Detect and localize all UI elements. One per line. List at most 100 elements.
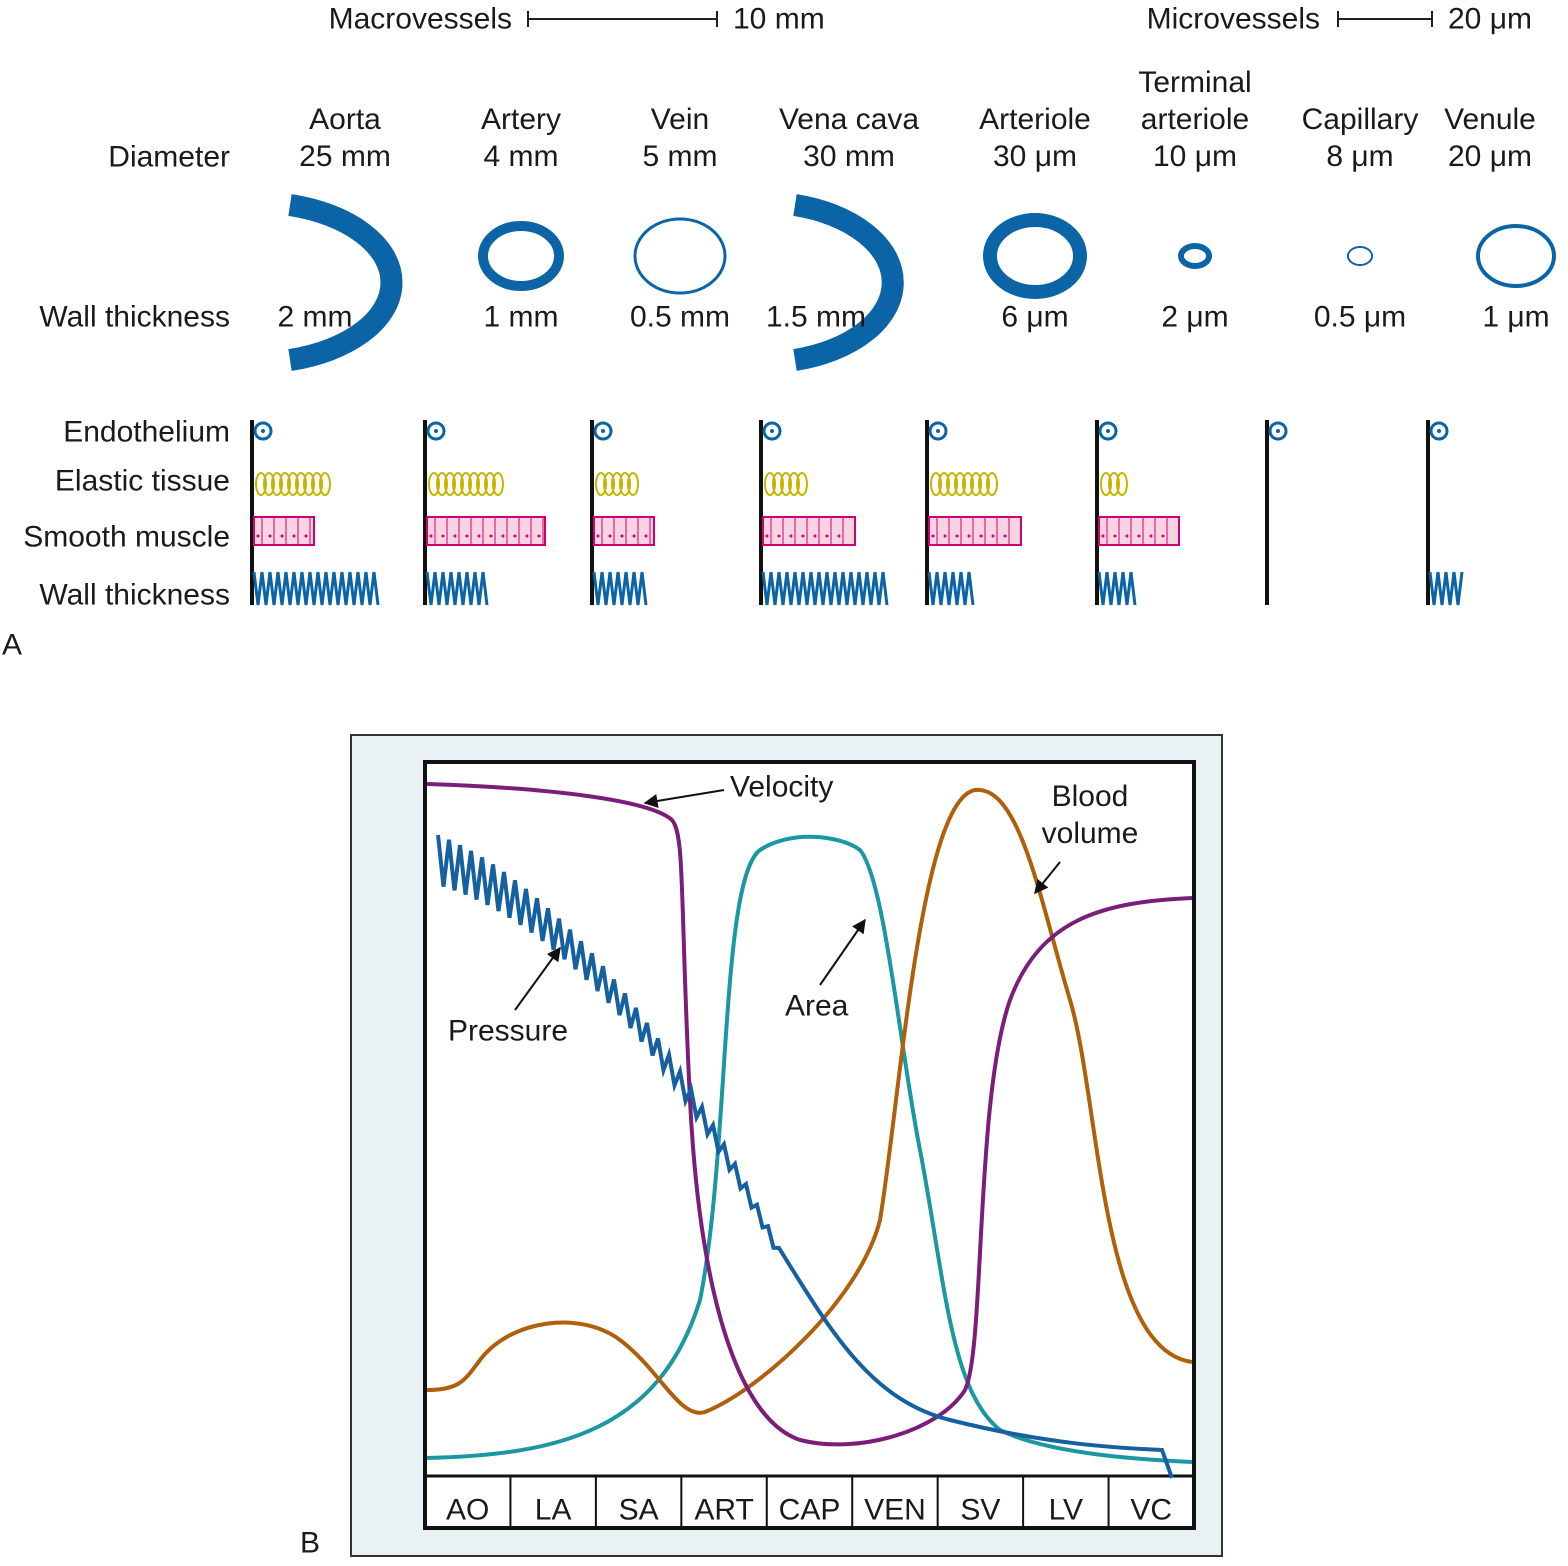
segment-label: AO bbox=[446, 1493, 490, 1527]
elastic-coil bbox=[484, 472, 496, 496]
wall-zigzag bbox=[592, 571, 648, 606]
annotation-arrows bbox=[514, 789, 1061, 1011]
endothelium-nucleus bbox=[770, 429, 774, 433]
muscle-nucleus bbox=[837, 534, 841, 538]
endothelium-nucleus bbox=[1276, 429, 1280, 433]
smooth-muscle bbox=[253, 516, 315, 546]
elastic-coil bbox=[287, 472, 299, 496]
elastic-coil bbox=[436, 472, 448, 496]
vessel-diameter: 8 μm bbox=[1326, 140, 1394, 173]
muscle-nucleus bbox=[525, 534, 529, 538]
elastic-coil bbox=[954, 472, 966, 496]
endothelium bbox=[426, 421, 446, 441]
blood-volume-curve bbox=[426, 787, 1193, 1415]
muscle-nucleus bbox=[801, 534, 805, 538]
elastic-coil bbox=[1108, 472, 1120, 496]
elastic-coil bbox=[619, 472, 631, 496]
endothelium bbox=[1429, 421, 1449, 441]
muscle-nucleus bbox=[280, 534, 284, 538]
vessel-diameter: 25 mm bbox=[299, 140, 391, 173]
smooth-muscle bbox=[1098, 516, 1180, 546]
elastic-coil bbox=[938, 472, 950, 496]
elastic-coil bbox=[444, 472, 456, 496]
muscle-nucleus bbox=[620, 534, 624, 538]
scale-length: 10 mm bbox=[733, 2, 825, 36]
vessel-name: Artery bbox=[480, 103, 561, 136]
elastic-coil bbox=[627, 472, 639, 496]
elastic-coil bbox=[930, 472, 942, 496]
segment-label: SV bbox=[960, 1493, 1001, 1527]
segment-label: SA bbox=[618, 1493, 659, 1527]
muscle-nucleus bbox=[825, 534, 829, 538]
endothelium-nucleus bbox=[261, 429, 265, 433]
muscle-nucleus bbox=[1137, 534, 1141, 538]
panel-label: A bbox=[2, 628, 23, 662]
elastic-coil bbox=[788, 472, 800, 496]
muscle-nucleus bbox=[979, 534, 983, 538]
muscle-nucleus bbox=[765, 534, 769, 538]
elastic-coil bbox=[603, 472, 615, 496]
muscle-nucleus bbox=[967, 534, 971, 538]
vessel-wall: 0.5 mm bbox=[629, 300, 731, 334]
vessel-name: Capillary bbox=[1301, 103, 1419, 136]
muscle-nucleus bbox=[632, 534, 636, 538]
row-label: Wall thickness bbox=[39, 300, 230, 334]
scale-label: Microvessels bbox=[1146, 2, 1320, 36]
vessel-heading: Vena cava 30 mm bbox=[772, 101, 927, 175]
endothelium bbox=[762, 421, 782, 441]
smooth-muscle bbox=[762, 516, 856, 546]
muscle-nucleus bbox=[429, 534, 433, 538]
elastic-coil bbox=[255, 472, 267, 496]
curve-label: Velocity bbox=[730, 770, 834, 804]
muscle-nucleus bbox=[777, 534, 781, 538]
vessel-name: Arteriole bbox=[979, 103, 1091, 136]
vessel-wall: 2 μm bbox=[1161, 300, 1229, 334]
wall-zigzag bbox=[1097, 571, 1137, 606]
endothelium bbox=[253, 421, 273, 441]
elastic-coil bbox=[428, 472, 440, 496]
elastic-coil bbox=[595, 472, 607, 496]
vessel-diameter: 5 mm bbox=[642, 140, 718, 173]
muscle-nucleus bbox=[813, 534, 817, 538]
wall-zigzag bbox=[425, 571, 489, 606]
muscle-nucleus bbox=[453, 534, 457, 538]
elastic-coil bbox=[460, 472, 472, 496]
segment-dividers bbox=[509, 1476, 1110, 1528]
muscle-nucleus bbox=[1101, 534, 1105, 538]
vessel-name: Vein bbox=[650, 103, 710, 136]
elastic-coil bbox=[764, 472, 776, 496]
vessel-name: Aorta bbox=[309, 103, 381, 136]
segment-label: VEN bbox=[864, 1493, 926, 1527]
muscle-nucleus bbox=[513, 534, 517, 538]
elastic-coil bbox=[476, 472, 488, 496]
vessel-diameter: 10 μm bbox=[1153, 140, 1237, 173]
vessel-diameter: 20 μm bbox=[1448, 140, 1532, 173]
vessel-wall: 2 mm bbox=[277, 300, 353, 334]
elastic-coil bbox=[970, 472, 982, 496]
elastic-coil bbox=[311, 472, 323, 496]
muscle-nucleus bbox=[1149, 534, 1153, 538]
vessel-wall: 1.5 mm bbox=[765, 300, 867, 334]
elastic-coil bbox=[452, 472, 464, 496]
elastic-coil bbox=[319, 472, 331, 496]
vessel-heading: Arteriole 30 μm bbox=[958, 101, 1113, 175]
elastic-coil bbox=[772, 472, 784, 496]
segment-label: CAP bbox=[778, 1493, 841, 1527]
vessel-rings bbox=[288, 194, 1556, 371]
elastic-coil bbox=[986, 472, 998, 496]
muscle-nucleus bbox=[955, 534, 959, 538]
row-label: Diameter bbox=[108, 140, 230, 174]
muscle-nucleus bbox=[991, 534, 995, 538]
vessel-wall: 0.5 μm bbox=[1313, 300, 1407, 334]
elastic-coil bbox=[303, 472, 315, 496]
muscle-nucleus bbox=[465, 534, 469, 538]
endothelium-nucleus bbox=[936, 429, 940, 433]
muscle-nucleus bbox=[268, 534, 272, 538]
vessel-heading: Terminal arteriole 10 μm bbox=[1118, 64, 1273, 175]
vessel-heading: Artery 4 mm bbox=[444, 101, 599, 175]
elastic-coil bbox=[263, 472, 275, 496]
curve-label: Blood volume bbox=[1041, 780, 1139, 850]
wall-zigzag bbox=[1428, 571, 1464, 606]
vessel-heading: Venule 20 μm bbox=[1413, 101, 1568, 175]
